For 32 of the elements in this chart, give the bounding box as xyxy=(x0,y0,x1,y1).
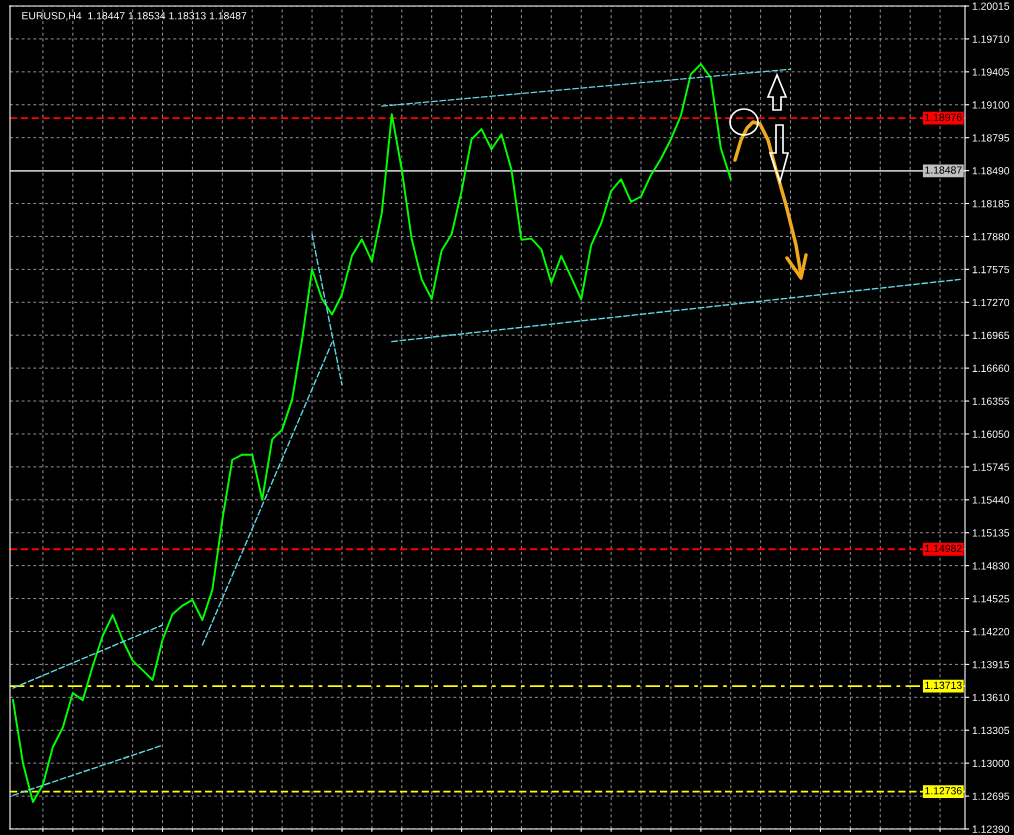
y-tick-label: 1.15135 xyxy=(972,529,1010,537)
y-tick-label: 1.14830 xyxy=(972,562,1010,570)
ref-line-label: 1.13713 xyxy=(925,681,962,689)
y-tick-label: 1.13305 xyxy=(972,726,1010,735)
y-tick-label: 1.19710 xyxy=(972,35,1010,43)
y-tick-label: 1.12695 xyxy=(972,792,1010,800)
y-tick-label: 1.19405 xyxy=(972,68,1010,76)
y-tick-label: 1.18185 xyxy=(972,200,1010,208)
ref-line-label: 1.14982 xyxy=(925,544,962,553)
y-tick-label: 1.19100 xyxy=(972,101,1010,109)
ref-line-label: 1.18487 xyxy=(925,166,962,174)
ref-line-label: 1.18976 xyxy=(925,113,962,121)
y-tick-label: 1.14525 xyxy=(972,595,1010,603)
y-tick-label: 1.17575 xyxy=(972,265,1010,274)
y-tick-label: 1.20015 xyxy=(972,2,1010,10)
y-tick-label: 1.12390 xyxy=(972,825,1010,833)
y-tick-label: 1.13000 xyxy=(972,759,1010,768)
y-tick-label: 1.13610 xyxy=(972,693,1010,702)
y-tick-label: 1.14220 xyxy=(972,627,1010,636)
y-tick-label: 1.18490 xyxy=(972,167,1010,175)
y-tick-label: 1.18795 xyxy=(972,134,1010,142)
y-tick-label: 1.17270 xyxy=(972,298,1010,307)
y-tick-label: 1.16965 xyxy=(972,331,1010,340)
y-tick-label: 1.15745 xyxy=(972,463,1010,471)
y-tick-label: 1.17880 xyxy=(972,232,1010,241)
y-tick-label: 1.15440 xyxy=(972,496,1010,504)
ref-line-label: 1.12736 xyxy=(925,787,962,795)
y-tick-label: 1.16660 xyxy=(972,364,1010,372)
y-tick-label: 1.16355 xyxy=(972,397,1010,405)
y-tick-label: 1.13915 xyxy=(972,660,1010,669)
y-tick-label: 1.16050 xyxy=(972,430,1010,438)
chart-title: EURUSD,H4 1.18447 1.18534 1.18313 1.18487 xyxy=(22,12,247,21)
